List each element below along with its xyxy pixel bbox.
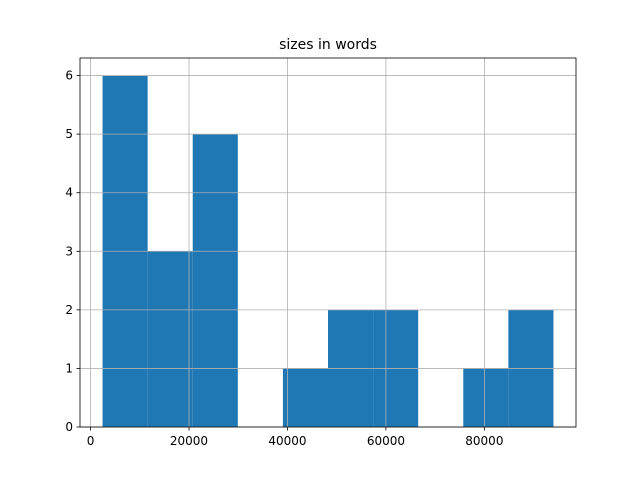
bar (147, 251, 193, 427)
y-tick-label: 2 (65, 303, 73, 317)
y-tick-label: 4 (65, 186, 73, 200)
bar (282, 368, 328, 427)
bar (192, 134, 238, 427)
x-tick-label: 20000 (170, 434, 208, 448)
x-tick-label: 60000 (367, 434, 405, 448)
y-tick-label: 6 (65, 69, 73, 83)
x-tick-label: 80000 (465, 434, 503, 448)
y-tick-label: 1 (65, 361, 73, 375)
plot-frame (79, 57, 577, 428)
bar (463, 368, 509, 427)
y-tick-label: 0 (65, 420, 73, 434)
x-tick-label: 40000 (268, 434, 306, 448)
chart-title: sizes in words (279, 37, 377, 53)
y-tick-label: 5 (65, 127, 73, 141)
y-tick-label: 3 (65, 244, 73, 258)
x-tick-label: 0 (87, 434, 95, 448)
